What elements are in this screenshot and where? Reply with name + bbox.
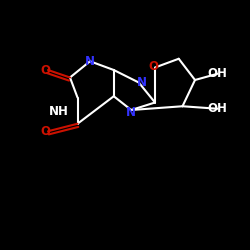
Text: NH: NH <box>49 105 69 118</box>
Text: OH: OH <box>208 102 228 115</box>
Text: O: O <box>149 60 159 73</box>
Text: N: N <box>126 106 136 119</box>
Text: N: N <box>137 76 147 89</box>
Text: O: O <box>40 64 50 76</box>
Text: N: N <box>85 55 95 68</box>
Text: O: O <box>40 125 50 138</box>
Text: OH: OH <box>208 67 228 80</box>
